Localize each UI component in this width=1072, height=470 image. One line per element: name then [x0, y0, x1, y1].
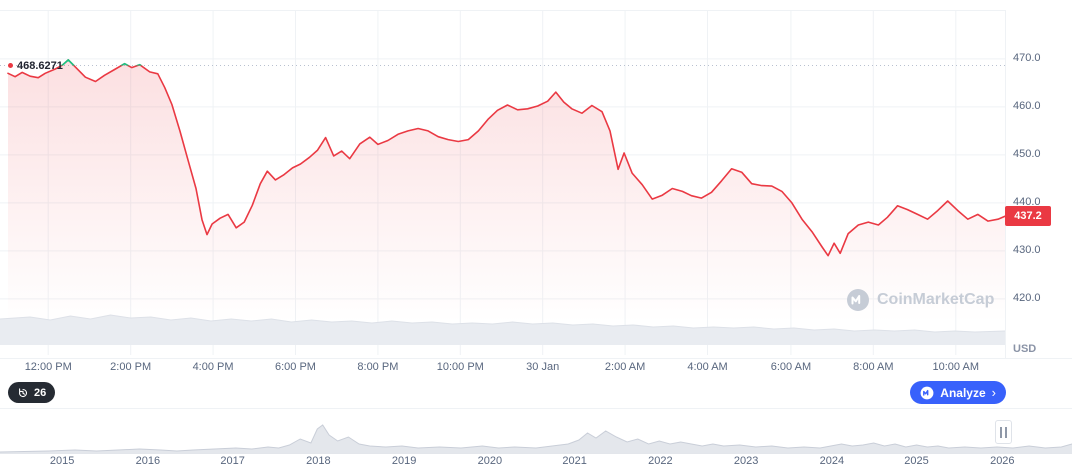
navigator-area — [0, 425, 1072, 453]
handle-bar — [1005, 426, 1007, 438]
price-axis-label: 430.0 — [1013, 244, 1041, 257]
history-clock-icon — [17, 387, 29, 399]
history-badge[interactable]: 26 — [8, 382, 56, 403]
year-axis-label: 2024 — [819, 455, 845, 467]
navigator-handle[interactable] — [995, 420, 1012, 444]
analyze-logo-icon — [920, 386, 934, 400]
time-axis-label: 2:00 AM — [604, 361, 646, 373]
coinmarketcap-logo-icon — [846, 288, 870, 312]
handle-bar — [1000, 426, 1002, 438]
watermark-text: CoinMarketCap — [877, 291, 995, 308]
time-axis[interactable]: 12:00 PM 2:00 PM 4:00 PM 6:00 PM 8:00 PM 10:0… — [0, 361, 1005, 377]
year-axis-label: 2015 — [49, 455, 75, 467]
open-price-label: 468.6271 — [8, 59, 63, 73]
year-axis-label: 2022 — [648, 455, 673, 467]
time-axis-label: 6:00 AM — [770, 361, 812, 373]
time-axis-label: 8:00 AM — [853, 361, 894, 373]
time-axis-label: 4:00 AM — [687, 361, 728, 373]
price-axis-label: 460.0 — [1013, 100, 1041, 113]
year-axis-label: 2018 — [306, 455, 331, 467]
year-axis-label: 2021 — [562, 455, 587, 467]
time-axis-label: 12:00 PM — [24, 361, 72, 373]
year-axis-label: 2016 — [135, 455, 161, 467]
time-axis-label: 10:00 PM — [436, 361, 484, 373]
navigator-outline — [0, 424, 1072, 453]
year-axis-label: 2025 — [904, 455, 929, 467]
year-axis-label: 2017 — [220, 455, 245, 467]
price-axis-label: 450.0 — [1013, 148, 1041, 161]
price-axis-label: 440.0 — [1013, 196, 1041, 209]
analyze-button[interactable]: Analyze › — [910, 381, 1006, 404]
coinmarketcap-watermark: CoinMarketCap — [846, 288, 994, 312]
year-axis-label: 2020 — [477, 455, 503, 467]
open-price-value: 468.6271 — [17, 59, 63, 72]
year-axis[interactable]: 2015 2016 2017 2018 2019 2020 2021 2022 2023 2024… — [0, 455, 1072, 470]
history-count: 26 — [34, 386, 47, 399]
axis-unit-label: USD — [1013, 343, 1037, 355]
time-axis-label: 10:00 AM — [932, 361, 979, 373]
price-axis-label: 420.0 — [1013, 292, 1041, 305]
time-axis-label: 30 Jan — [526, 361, 560, 373]
chevron-right-icon: › — [991, 385, 996, 400]
price-axis-label: 470.0 — [1013, 52, 1041, 65]
year-axis-label: 2026 — [990, 455, 1015, 467]
year-axis-label: 2023 — [733, 455, 759, 467]
time-axis-label: 2:00 PM — [110, 361, 152, 373]
year-axis-label: 2019 — [391, 455, 417, 467]
price-marker-dot — [8, 63, 13, 69]
price-axis[interactable]: 470.0 460.0 450.0 440.0 430.0 420.0 — [1005, 0, 1072, 358]
price-area-fill — [8, 59, 1005, 346]
time-axis-label: 4:00 PM — [192, 361, 234, 373]
price-line — [7, 59, 1006, 257]
time-axis-label: 6:00 PM — [274, 361, 316, 373]
last-price-badge: 437.2 — [1005, 206, 1051, 227]
analyze-label: Analyze — [940, 385, 986, 400]
time-axis-label: 8:00 PM — [357, 361, 399, 373]
